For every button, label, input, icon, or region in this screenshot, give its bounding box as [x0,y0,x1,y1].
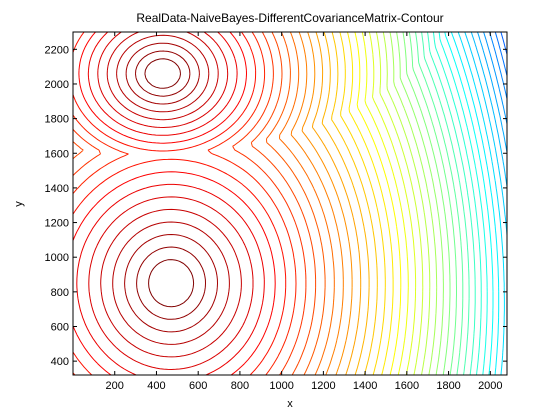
contour-level [361,32,409,375]
y-tick-label: 600 [51,321,69,333]
contour-level [389,32,438,375]
contour-level [331,32,378,375]
axes-box [72,31,508,376]
x-tick-label: 600 [189,380,207,392]
contour-level [321,32,370,375]
y-tick-label: 800 [51,287,69,299]
x-axis-ticks: 200 400 600 800 1000 1200 1400 1600 1800 2000 [106,32,503,392]
contour-level [135,50,206,320]
x-axis-label: x [287,398,293,410]
contour-level [375,32,424,375]
x-tick-label: 1800 [436,380,460,392]
x-tick-label: 1200 [311,380,335,392]
x-tick-label: 1000 [269,380,293,392]
x-tick-label: 1600 [395,380,419,392]
y-tick-label: 2200 [45,44,69,56]
contour-level [290,32,344,375]
contour-level [368,32,417,375]
y-tick-label: 1200 [45,218,69,230]
contour-level [432,32,482,375]
contour-level [396,32,444,375]
contour-level [427,32,476,375]
y-tick-label: 1800 [45,114,69,126]
x-tick-label: 2000 [478,380,502,392]
contour-level [73,32,317,375]
contour-level [483,32,507,125]
contour-level [444,32,494,375]
contour-level [438,32,488,375]
y-tick-label: 1400 [45,183,69,195]
contour-level [311,32,362,375]
y-tick-label: 2000 [45,79,69,91]
contour-level [457,32,505,375]
x-tick-label: 200 [106,380,124,392]
chart-title: RealData-NaiveBayes-DifferentCovarianceM… [136,11,443,25]
contour-level [347,32,394,375]
x-tick-label: 400 [147,380,165,392]
contour-level [88,32,254,370]
contour-level [73,32,287,375]
contour-level [339,32,386,375]
contour-level [124,42,218,333]
y-axis-label: y [13,201,25,207]
plot-area [73,32,507,375]
contour-level [279,32,335,375]
contour-level [494,32,507,76]
contour-level [477,32,507,153]
contour-level [76,32,265,375]
x-tick-label: 1400 [353,380,377,392]
contour-level [73,32,276,375]
contour-level [500,32,507,55]
contour-level [421,32,470,375]
contour-level [450,32,500,375]
y-tick-label: 400 [51,356,69,368]
contour-level [415,32,464,375]
contour-level [354,32,402,375]
contour-level [112,34,230,345]
x-tick-label: 800 [231,380,249,392]
contour-level [144,58,195,308]
contour-level [402,32,451,375]
contour-level [301,32,353,375]
contour-level [464,32,507,375]
y-tick-label: 1000 [45,252,69,264]
contour-level [408,32,457,375]
contour-level [100,32,242,358]
y-tick-label: 1600 [45,148,69,160]
contour-level [382,32,431,375]
y-axis-ticks: 400 600 800 1000 1200 1400 1600 1800 2000 2200 [45,44,507,368]
